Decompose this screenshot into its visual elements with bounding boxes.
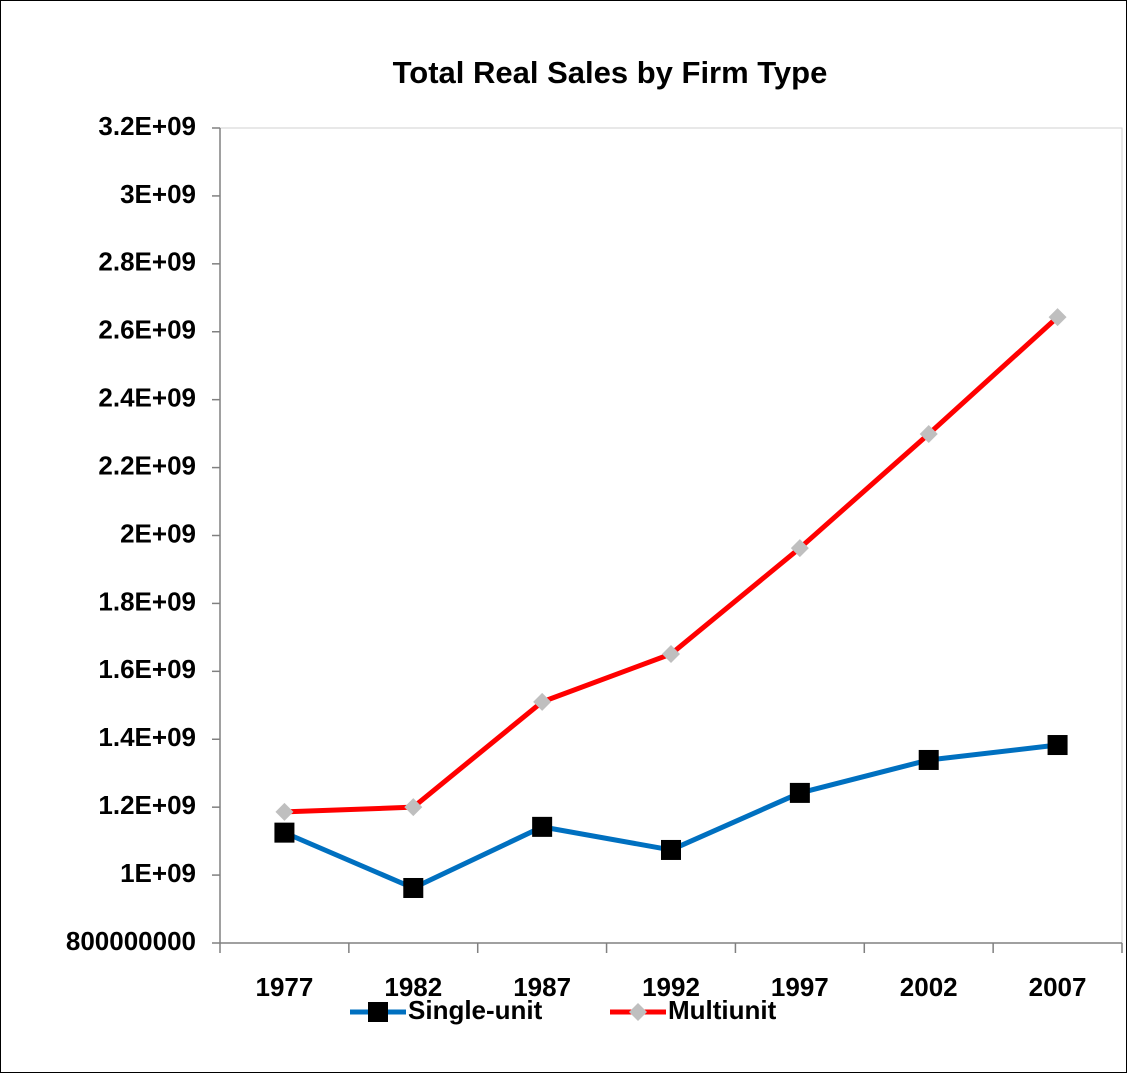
y-tick-label: 1.8E+09 [98, 586, 196, 616]
y-tick-label: 2E+09 [120, 518, 196, 548]
marker [918, 749, 939, 770]
y-tick-label: 1.4E+09 [98, 722, 196, 752]
marker [661, 839, 681, 860]
legend-marker [368, 1002, 388, 1022]
y-tick-label: 3E+09 [120, 179, 196, 209]
y-tick-label: 3.2E+09 [98, 111, 196, 141]
marker [1048, 308, 1067, 327]
x-tick-label: 1992 [642, 972, 700, 1002]
y-tick-label: 2.8E+09 [98, 247, 196, 277]
marker [919, 424, 938, 443]
x-tick-label: 1982 [384, 972, 442, 1002]
marker [662, 645, 680, 664]
legend-label: Multiunit [668, 995, 777, 1025]
marker [790, 539, 809, 558]
legend-marker [629, 1003, 647, 1021]
marker [1047, 735, 1068, 756]
x-tick-label: 2007 [1029, 972, 1087, 1002]
y-tick-label: 2.2E+09 [98, 450, 196, 480]
legend-label: Single-unit [408, 995, 543, 1025]
chart-title: Total Real Sales by Firm Type [393, 55, 828, 90]
x-tick-label: 1997 [771, 972, 829, 1002]
marker [789, 782, 810, 803]
y-tick-label: 800000000 [66, 926, 196, 956]
marker [275, 802, 294, 821]
y-tick-label: 1E+09 [120, 858, 196, 888]
marker [532, 816, 553, 837]
marker [274, 822, 295, 843]
marker [403, 877, 424, 898]
marker [404, 798, 423, 817]
y-tick-label: 2.4E+09 [98, 383, 196, 413]
y-tick-label: 1.6E+09 [98, 654, 196, 684]
y-tick-label: 2.6E+09 [98, 315, 196, 345]
x-tick-label: 1977 [256, 972, 314, 1002]
marker [533, 692, 552, 711]
x-tick-label: 1987 [513, 972, 571, 1002]
x-tick-label: 2002 [900, 972, 958, 1002]
y-tick-label: 1.2E+09 [98, 790, 196, 820]
